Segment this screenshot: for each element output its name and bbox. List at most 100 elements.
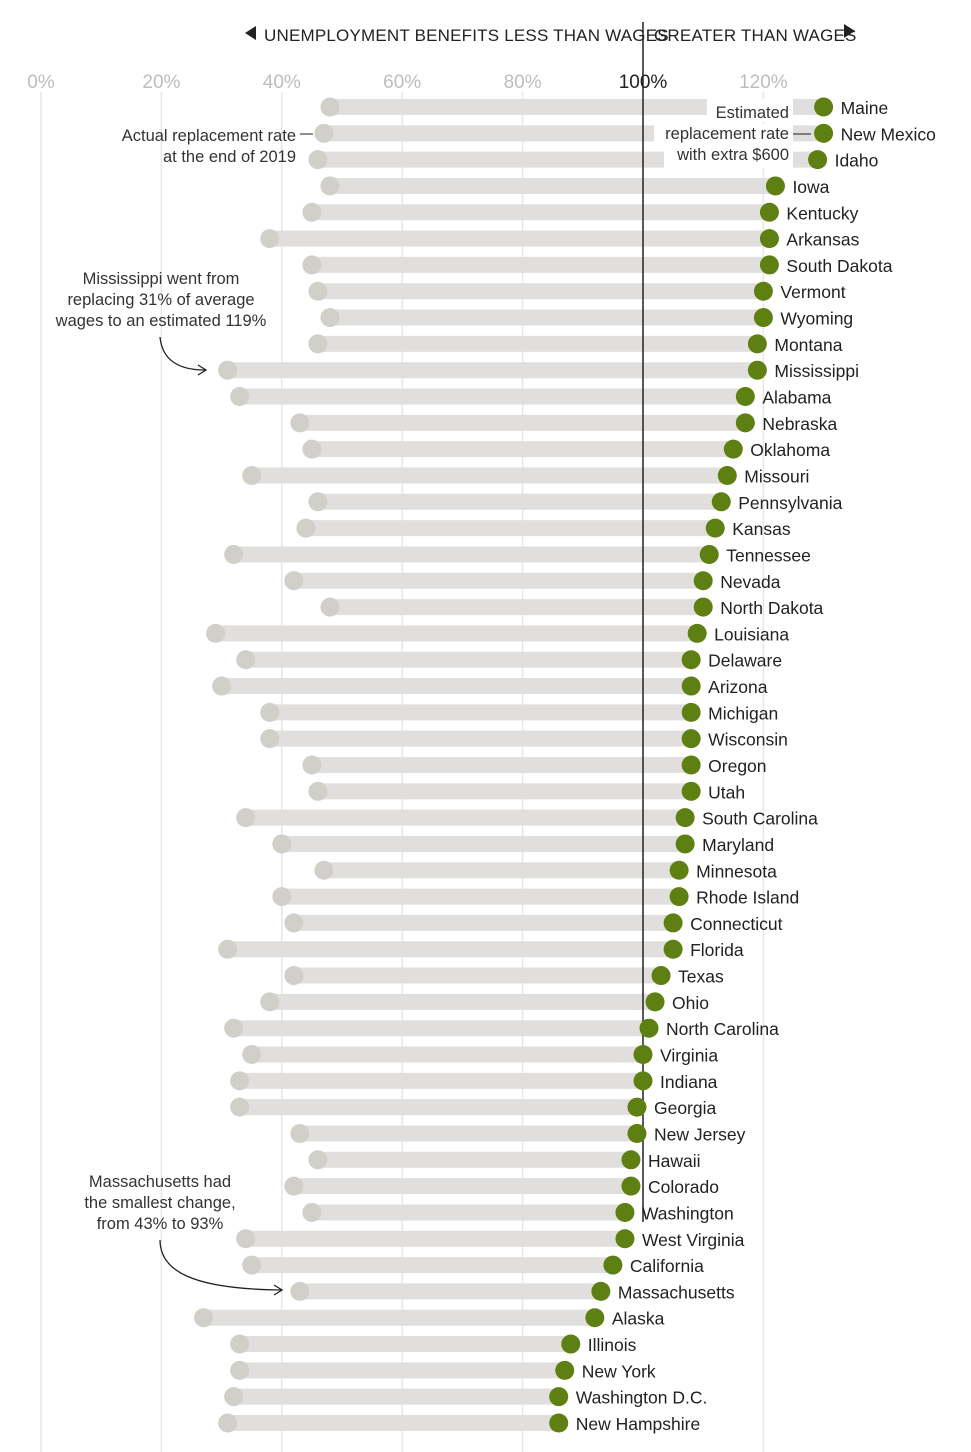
actual-dot — [320, 597, 340, 617]
estimated-dot — [814, 97, 834, 117]
actual-dot — [260, 229, 280, 249]
state-label: Ohio — [672, 993, 709, 1013]
estimated-dot — [681, 676, 701, 696]
annotation-bg — [654, 124, 793, 146]
actual-dot — [308, 150, 328, 170]
annotation-bg — [707, 99, 793, 122]
x-tick-label: 120% — [739, 72, 788, 93]
annotation-mississippi-line-1: Mississippi went from — [83, 270, 240, 288]
state-label: Louisiana — [714, 624, 789, 644]
actual-dot — [218, 1413, 238, 1433]
actual-dot — [230, 387, 250, 407]
state-label: Mississippi — [774, 361, 859, 381]
actual-dot — [290, 1123, 310, 1143]
estimated-dot — [693, 571, 713, 591]
estimated-dot — [621, 1176, 641, 1196]
state-label: North Carolina — [666, 1019, 779, 1039]
annotation-mississippi-line-2: replacing 31% of average — [67, 291, 254, 309]
estimated-dot — [759, 202, 779, 222]
estimated-dot — [723, 439, 743, 459]
estimated-dot — [675, 808, 695, 828]
estimated-dot — [681, 650, 701, 670]
actual-dot — [236, 650, 256, 670]
x-tick-label: 20% — [142, 72, 180, 93]
annotation-mississippi-arrow — [159, 336, 206, 371]
estimated-dot — [663, 939, 683, 959]
state-label: West Virginia — [642, 1230, 745, 1250]
actual-dot — [272, 834, 292, 854]
estimated-dot — [675, 834, 695, 854]
state-label: Tennessee — [726, 545, 811, 565]
actual-dot — [290, 413, 310, 433]
arrow-head-icon — [273, 1284, 284, 1296]
state-label: Virginia — [660, 1046, 718, 1066]
state-label: South Carolina — [702, 809, 818, 829]
annotation-actual-line-1: Actual replacement rate — [122, 127, 296, 145]
state-label: New York — [582, 1361, 656, 1381]
actual-dot — [302, 1202, 322, 1222]
actual-dot — [320, 97, 340, 117]
annotation-massachusetts-line-1: Massachusetts had — [89, 1173, 231, 1191]
estimated-dot — [591, 1281, 611, 1301]
state-label: Georgia — [654, 1098, 717, 1118]
estimated-dot — [747, 334, 767, 354]
actual-dot — [242, 1045, 262, 1065]
annotation-mississippi: Mississippi went from replacing 31% of a… — [55, 270, 267, 376]
estimated-dot — [645, 992, 665, 1012]
annotation-mississippi-line-3: wages to an estimated 119% — [55, 312, 267, 330]
annotation-actual-line-2: at the end of 2019 — [163, 148, 296, 166]
estimated-dot — [549, 1413, 569, 1433]
actual-dot — [260, 729, 280, 749]
state-label: Missouri — [744, 466, 809, 486]
actual-dot — [284, 966, 304, 986]
actual-dot — [236, 1229, 256, 1249]
x-tick-label: 80% — [504, 72, 542, 93]
header-left-label: UNEMPLOYMENT BENEFITS LESS THAN WAGES — [264, 26, 669, 45]
actual-dot — [224, 1018, 244, 1038]
actual-dot — [212, 676, 232, 696]
actual-dot — [308, 334, 328, 354]
actual-dot — [284, 571, 304, 591]
state-label: Florida — [690, 940, 744, 960]
state-label: Pennsylvania — [738, 493, 842, 513]
annotation-bg — [664, 146, 793, 168]
actual-dot — [320, 308, 340, 328]
dots — [194, 97, 834, 1433]
state-label: New Hampshire — [576, 1414, 700, 1434]
estimated-dot — [555, 1360, 575, 1380]
actual-dot — [230, 1360, 250, 1380]
x-tick-label: 60% — [383, 72, 421, 93]
estimated-dot — [717, 465, 737, 485]
annotation-massachusetts: Massachusetts had the smallest change, f… — [84, 1173, 284, 1296]
state-label: Rhode Island — [696, 888, 799, 908]
estimated-dot — [603, 1255, 623, 1275]
estimated-dot — [663, 913, 683, 933]
x-tick-label: 0% — [27, 72, 55, 93]
estimated-dot — [627, 1097, 647, 1117]
state-label: Arkansas — [786, 230, 859, 250]
state-label: Connecticut — [690, 914, 783, 934]
actual-dot — [284, 913, 304, 933]
state-label: Maryland — [702, 835, 774, 855]
state-label: Alaska — [612, 1309, 665, 1329]
chart-header: UNEMPLOYMENT BENEFITS LESS THAN WAGES GR… — [245, 24, 857, 45]
actual-dot — [308, 492, 328, 512]
actual-dot — [242, 465, 262, 485]
header-right-label: GREATER THAN WAGES — [654, 26, 857, 45]
actual-dot — [302, 755, 322, 775]
state-label: New Jersey — [654, 1124, 746, 1144]
estimated-dot — [651, 966, 671, 986]
estimated-dot — [705, 518, 725, 538]
estimated-dot — [735, 413, 755, 433]
estimated-dot — [639, 1018, 659, 1038]
actual-dot — [308, 1150, 328, 1170]
estimated-dot — [759, 255, 779, 275]
state-label: Michigan — [708, 703, 778, 723]
state-label: Alabama — [762, 388, 831, 408]
state-label: Nevada — [720, 572, 781, 592]
annotation-estimated-line-1: Estimated — [716, 104, 789, 122]
estimated-dot — [735, 387, 755, 407]
actual-dot — [206, 623, 226, 643]
state-label: Vermont — [780, 282, 845, 302]
actual-dot — [302, 202, 322, 222]
